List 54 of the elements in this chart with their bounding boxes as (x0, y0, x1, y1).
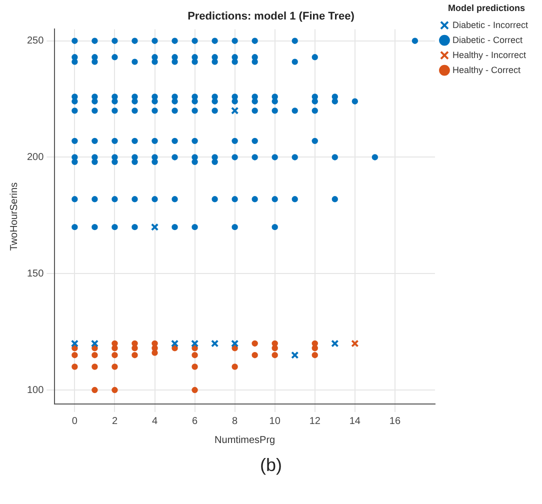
point (192, 386, 198, 394)
y-tick-label: 100 (26, 384, 44, 396)
y-axis-title: TwoHourSerins (8, 182, 20, 251)
x-tick-label: 2 (112, 416, 118, 427)
y-tick-label: 200 (26, 152, 44, 163)
point (331, 340, 339, 348)
point (132, 345, 138, 352)
point (192, 352, 198, 358)
point (72, 364, 78, 370)
point (230, 340, 239, 348)
point (210, 340, 219, 348)
chart-title: Predictions: model 1 (Fine Tree) (188, 10, 355, 23)
point (112, 352, 118, 358)
x-tick-label: 0 (72, 416, 78, 427)
legend-label: Healthy - Correct (452, 64, 521, 75)
point (272, 352, 278, 358)
point (291, 351, 299, 359)
x-tick-label: 14 (349, 416, 361, 427)
point (272, 345, 278, 352)
point (112, 345, 118, 352)
point (92, 352, 98, 358)
legend-label: Diabetic - Incorrect (452, 20, 528, 30)
point (232, 364, 238, 370)
y-tick-label: 150 (26, 268, 44, 280)
point (351, 340, 359, 348)
x-tick-label: 6 (192, 416, 198, 427)
point (252, 340, 258, 347)
point (72, 352, 78, 358)
legend-title: Model predictions (448, 2, 525, 13)
x-tick-label: 10 (269, 416, 281, 427)
point (230, 106, 239, 115)
point (190, 340, 199, 348)
x-tick-label: 16 (389, 416, 401, 427)
x-axis-title: NumtimesPrg (214, 434, 276, 446)
point (150, 223, 159, 231)
x-tick-label: 8 (232, 416, 238, 427)
point (112, 364, 118, 370)
point (70, 340, 79, 348)
text: (b) (259, 455, 283, 476)
legend-label: Healthy - Incorrect (452, 50, 526, 60)
x-tick-label: 4 (152, 416, 158, 427)
point (312, 345, 318, 352)
point (170, 340, 179, 348)
legend-label: Diabetic - Correct (452, 34, 523, 45)
point (132, 352, 138, 358)
point (92, 364, 98, 370)
point (312, 352, 318, 358)
x-tick-label: 12 (309, 416, 321, 427)
point (192, 364, 198, 370)
point (90, 340, 99, 348)
point (252, 352, 258, 358)
point (92, 386, 98, 394)
point (112, 386, 118, 394)
y-tick-label: 250 (26, 36, 44, 47)
